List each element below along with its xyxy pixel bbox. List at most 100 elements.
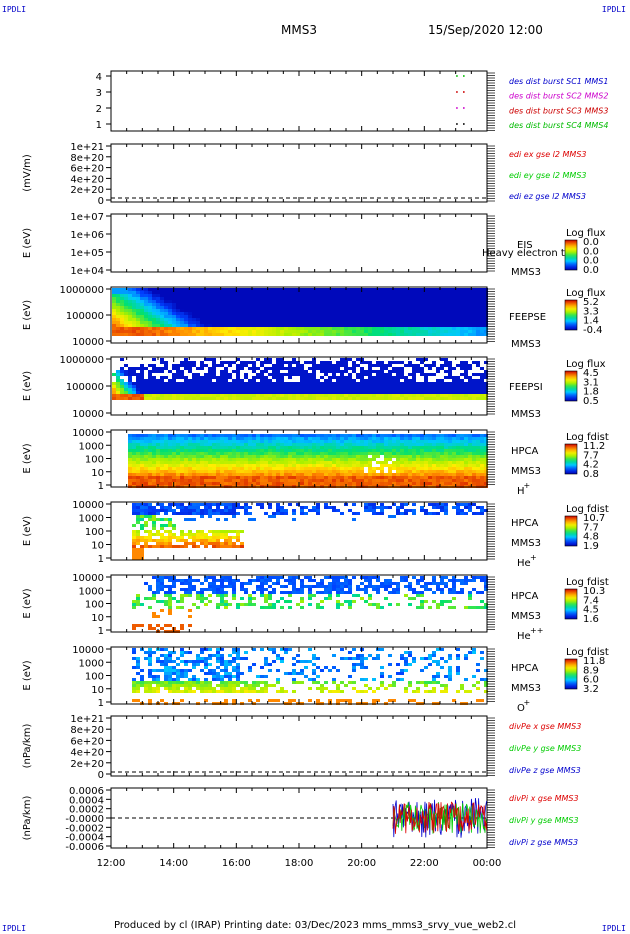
divpe-panel-ytick-label: 6e+20	[70, 736, 104, 747]
hpca_h-panel-ytick-label: 10	[91, 468, 104, 479]
hpca_h-panel-species-label: H	[517, 486, 525, 497]
hpca_he2-panel-colorbar-title: Log fdist	[566, 577, 609, 588]
time-tick-label: 22:00	[410, 858, 439, 869]
divpe-panel-ytick-label: 1e+21	[70, 714, 104, 725]
corner-label-bottom-right: IPDLI	[601, 924, 626, 933]
divpe-panel-time-ticks	[110, 716, 488, 776]
burst-panel-ytick-label: 3	[96, 88, 102, 99]
edi-panel-ytick-label: 6e+20	[70, 164, 104, 175]
divpe-panel-legend-item: divPe z gse MMS3	[509, 766, 581, 775]
burst-panel-burst-mark	[463, 107, 465, 109]
hpca_he2-panel-instrument-label: HPCA	[511, 591, 539, 602]
eis-panel-frame	[110, 213, 488, 273]
feepsi-panel-ylabel: E (eV)	[22, 371, 33, 401]
eis-panel-colorbar	[564, 239, 578, 271]
divpe-panel-legend-item: divPe x gse MMS3	[509, 722, 581, 731]
plot-title: MMS3	[281, 23, 317, 37]
divpi-panel-legend-item: divPi z gse MMS3	[509, 838, 578, 847]
burst-panel-legend-item: des dist burst SC1 MMS1	[509, 77, 608, 86]
hpca_he2-panel-spectrogram	[132, 576, 488, 633]
divpi-panel-time-ticks	[110, 788, 488, 848]
feepse-panel-colorbar	[564, 299, 578, 331]
edi-panel-ytick-label: 0	[98, 196, 104, 207]
hpca_h-panel-colorbar-tick: 0.8	[583, 469, 599, 480]
burst-panel-ytick-label: 1	[96, 120, 102, 131]
edi-panel-right-ticks	[487, 145, 495, 202]
feepse-panel-spectrogram	[112, 288, 488, 336]
hpca_o-panel-ylabel: E (eV)	[22, 660, 33, 690]
divpe-panel-right-ticks	[487, 717, 495, 776]
hpca_he2-panel-colorbar-tick: 10.3	[583, 586, 605, 597]
hpca_h-panel-charge-label: +	[524, 481, 531, 490]
burst-panel-burst-mark	[463, 91, 465, 93]
feepsi-panel-right-ticks	[487, 358, 495, 415]
divpi-panel-legend-item: divPi y gse MMS3	[509, 816, 579, 825]
divpe-panel-legend-item: divPe y gse MMS3	[509, 744, 581, 753]
hpca_h-panel-ytick-label: 100	[85, 455, 104, 466]
feepse-panel-colorbar-tick: 5.2	[583, 297, 599, 308]
hpca_o-panel-colorbar-tick: 6.0	[583, 675, 599, 686]
hpca_o-panel-ytick-label: 10	[91, 685, 104, 696]
feepsi-panel-instrument-label: FEEPSI	[509, 382, 543, 393]
hpca_he1-panel-ytick-label: 1000	[79, 514, 104, 525]
divpi-panel-ytick-label: 0.0004	[69, 795, 104, 806]
divpi-panel-ytick-label: 0.0006	[69, 786, 104, 797]
edi-panel-ytick-label: 8e+20	[70, 153, 104, 164]
hpca_h-panel-right-ticks	[487, 431, 495, 485]
hpca_he1-panel-ytick-label: 100	[85, 527, 104, 538]
feepse-panel-colorbar-tick: 1.4	[583, 316, 599, 327]
feepsi-panel-ytick-label: 100000	[66, 382, 104, 393]
time-tick-label: 18:00	[285, 858, 314, 869]
hpca_he1-panel-spacecraft-label: MMS3	[511, 538, 541, 549]
hpca_o-panel-ytick-label: 100	[85, 672, 104, 683]
hpca_o-panel-colorbar-tick: 11.8	[583, 656, 605, 667]
feepse-panel-ytick-label: 10000	[72, 337, 104, 348]
hpca_h-panel-ylabel: E (eV)	[22, 443, 33, 473]
eis-panel-colorbar-tick: 0.0	[583, 256, 599, 267]
edi-panel-ytick-label: 4e+20	[70, 174, 104, 185]
eis-panel-instrument-label: EIS	[517, 240, 533, 251]
burst-panel-burst-mark	[456, 91, 458, 93]
divpi-panel-ytick-label: -0.0004	[65, 833, 104, 844]
hpca_h-panel-ytick-label: 1	[98, 481, 104, 492]
edi-panel-time-ticks	[110, 144, 488, 202]
burst-panel-legend-item: des dist burst SC3 MMS3	[509, 106, 608, 115]
hpca_he1-panel-species-label: He	[517, 558, 531, 569]
burst-panel-ytick-label: 2	[96, 104, 102, 115]
burst-panel-burst-mark	[456, 75, 458, 77]
hpca_he2-panel-ylabel: E (eV)	[22, 588, 33, 618]
hpca_h-panel-colorbar-title: Log fdist	[566, 432, 609, 443]
hpca_o-panel-ytick-label: 10000	[72, 645, 104, 656]
eis-panel-colorbar-tick: 0.0	[583, 265, 599, 276]
hpca_he2-panel-colorbar-tick: 1.6	[583, 614, 599, 625]
burst-panel-burst-mark	[463, 123, 465, 125]
burst-panel-legend-item: des dist burst SC2 MMS2	[509, 92, 608, 101]
feepsi-panel-time-ticks	[110, 357, 488, 415]
corner-label-top-right: IPDLI	[601, 5, 626, 14]
hpca_he2-panel-ytick-label: 100	[85, 600, 104, 611]
feepse-panel-time-ticks	[110, 287, 488, 343]
hpca_he2-panel-charge-label: ++	[530, 626, 543, 635]
divpe-panel-ytick-label: 0	[98, 770, 104, 781]
hpca_he2-panel-colorbar-tick: 7.4	[583, 595, 599, 606]
feepse-panel-ytick-label: 100000	[66, 311, 104, 322]
edi-panel-ytick-label: 2e+20	[70, 185, 104, 196]
eis-panel-ytick-label: 1e+04	[70, 266, 104, 277]
eis-panel-species-label: Heavy electron to	[482, 248, 571, 259]
divpi-panel-ytick-label: -0.0002	[65, 823, 104, 834]
hpca_he1-panel-colorbar-title: Log fdist	[566, 504, 609, 515]
edi-panel-frame	[110, 143, 488, 203]
hpca_he2-panel-colorbar	[564, 588, 578, 620]
feepsi-panel-spectrogram	[112, 358, 488, 400]
divpi-panel-ytick-label: 0.0002	[69, 805, 104, 816]
feepsi-panel-colorbar-tick: 1.8	[583, 387, 599, 398]
feepse-panel-ytick-label: 1000000	[59, 285, 104, 296]
feepsi-panel-ytick-label: 1000000	[59, 355, 104, 366]
hpca_he2-panel-ytick-label: 1000	[79, 586, 104, 597]
hpca_he2-panel-ytick-label: 10000	[72, 573, 104, 584]
hpca_he2-panel-spacecraft-label: MMS3	[511, 611, 541, 622]
burst-panel-legend-item: des dist burst SC4 MMS4	[509, 121, 608, 130]
time-tick-label: 00:00	[473, 858, 502, 869]
edi-panel-legend-item: edi ey gse l2 MMS3	[509, 171, 587, 180]
hpca_he2-panel-ytick-label: 10	[91, 613, 104, 624]
